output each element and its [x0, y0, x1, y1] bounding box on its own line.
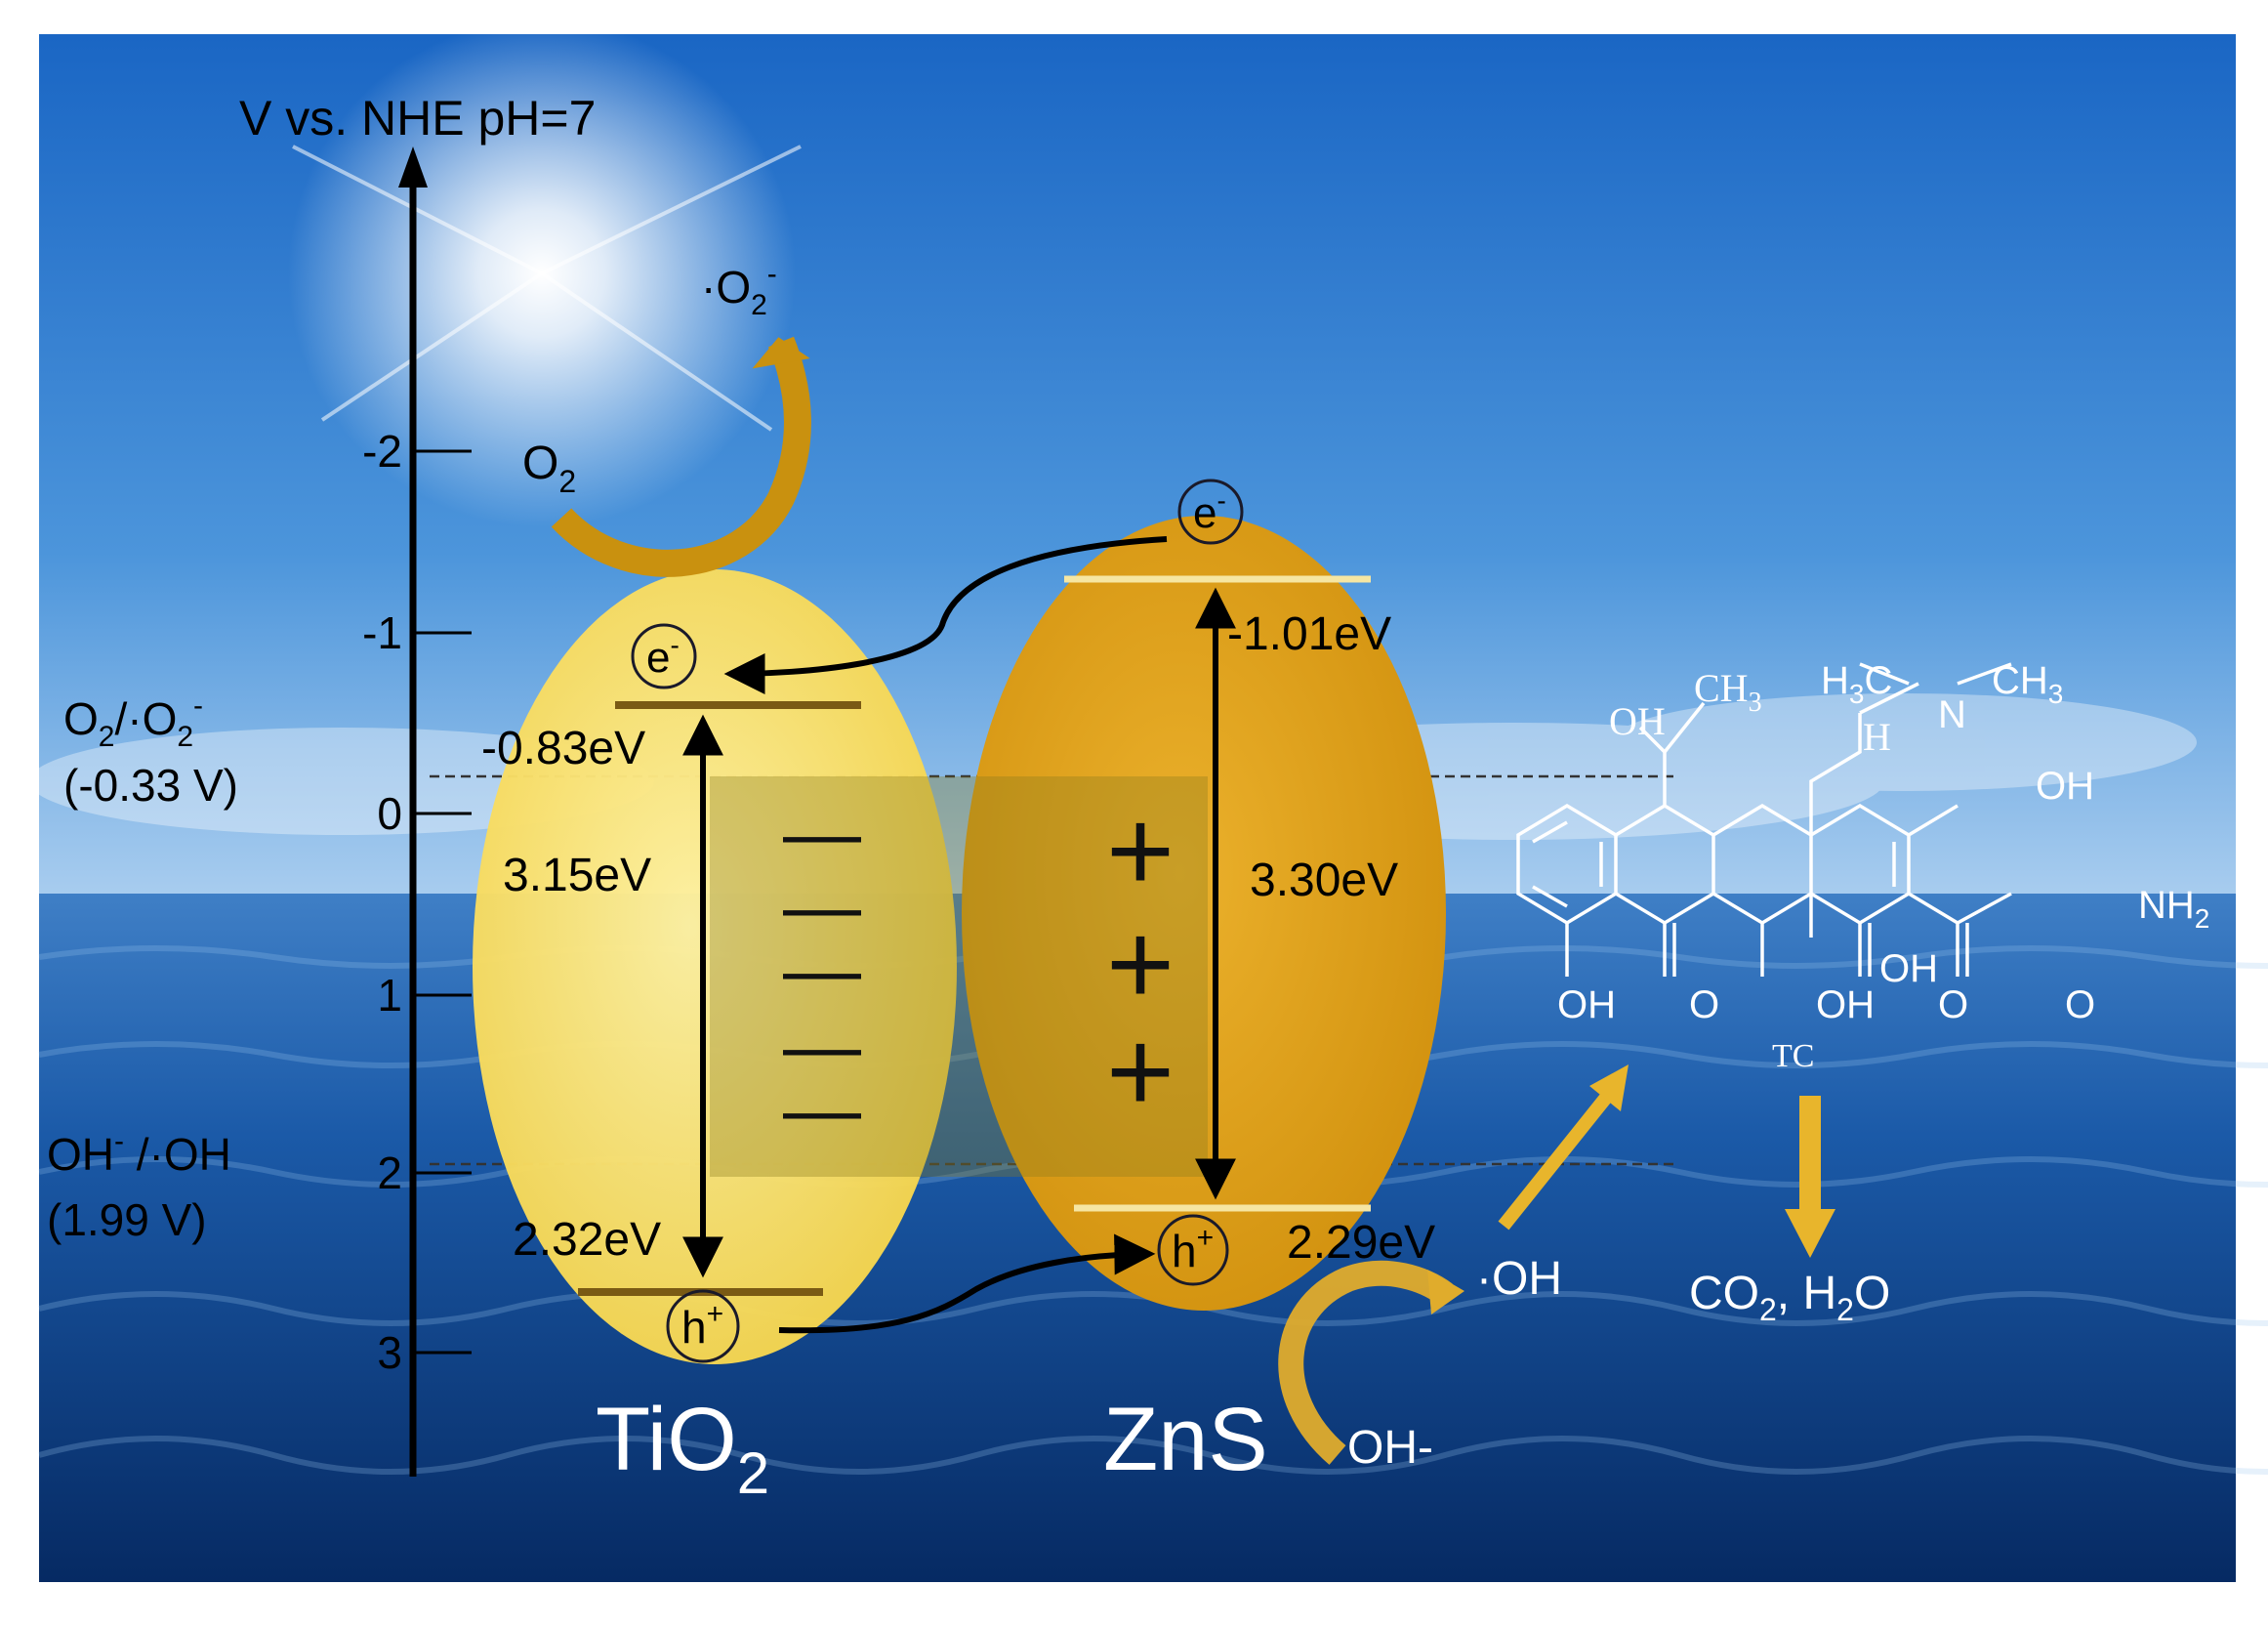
sun-rays — [292, 145, 802, 432]
junction-region — [710, 776, 1208, 1177]
zns-gap-value: 3.30eV — [1250, 855, 1398, 906]
tick-label: -1 — [362, 607, 402, 658]
zns-electron-circle — [1177, 479, 1244, 545]
tc-nh2: NH2 — [2138, 884, 2209, 934]
o2-reduction-arrow — [551, 336, 811, 577]
ref-oh-label: OH- /·OH — [47, 1125, 231, 1180]
degradation-products: CO2, H2O — [1689, 1268, 1890, 1327]
tc-oh-top: OH — [1609, 699, 1666, 743]
tetracycline-structure — [1516, 662, 2012, 977]
tick-label: 0 — [377, 788, 402, 839]
negative-charge: — — [783, 1065, 861, 1152]
ref-oh-value: (1.99 V) — [47, 1194, 207, 1245]
positive-charge: + — [1106, 898, 1175, 1029]
tc-oh-right: OH — [2036, 765, 2094, 808]
tick-label: 2 — [377, 1147, 402, 1198]
tio2-vb-value: 2.32eV — [513, 1214, 661, 1266]
tc-nitrogen: N — [1938, 693, 1966, 736]
tc-oh-bottom-1: OH — [1557, 983, 1616, 1026]
tc-o-bottom-3: O — [2065, 983, 2095, 1026]
superoxide-product: ·O2- — [701, 258, 777, 321]
tio2-electron: e- — [646, 630, 680, 682]
axis-title: V vs. NHE pH=7 — [239, 91, 596, 146]
tio2-hole-circle — [666, 1289, 740, 1363]
negative-charge: — — [783, 926, 861, 1013]
oh-arrowhead — [1427, 1270, 1464, 1314]
tc-h-mid: H — [1863, 715, 1891, 759]
tc-o-bottom-1: O — [1689, 983, 1719, 1026]
tc-ch3-top: CH3 — [1694, 666, 1762, 718]
tc-label: TC — [1772, 1038, 1814, 1074]
tc-ch3-right: CH3 — [1992, 659, 2063, 709]
tio2-cb-value: -0.83eV — [481, 723, 645, 774]
o2-arrowhead — [752, 337, 810, 369]
tick-label: -2 — [362, 426, 402, 477]
tick-label: 3 — [377, 1327, 402, 1378]
ref-o2-label: O2/·O2- — [63, 689, 203, 753]
tio2-name: TiO2 — [596, 1390, 769, 1506]
negative-charge: — — [783, 862, 861, 949]
hydroxyl-radical: ·OH — [1476, 1253, 1562, 1305]
ref-o2-value: (-0.33 V) — [63, 760, 238, 811]
tc-oh-bottom-3: OH — [1879, 947, 1938, 990]
tc-o-bottom-2: O — [1938, 983, 1968, 1026]
oh-oxidation-arrow — [1278, 1260, 1453, 1465]
zns-cb-value: -1.01eV — [1227, 608, 1391, 660]
o2-reactant: O2 — [522, 438, 576, 499]
tio2-electron-circle — [631, 623, 697, 689]
zns-name: ZnS — [1103, 1390, 1268, 1489]
degradation-arrowhead — [1785, 1209, 1835, 1258]
hole-transfer-arrow — [778, 1233, 1156, 1334]
positive-charge: + — [1106, 1006, 1175, 1137]
negative-charge: — — [783, 789, 861, 876]
zns-hole-circle — [1157, 1214, 1229, 1286]
tc-h3c: H3C — [1821, 659, 1892, 709]
tio2-gap-value: 3.15eV — [503, 850, 651, 901]
positive-charge: + — [1106, 785, 1175, 916]
axis-arrowhead — [398, 146, 428, 188]
radical-attack-arrowhead — [1589, 1064, 1629, 1111]
electron-transfer-arrow — [723, 536, 1168, 694]
zns-hole: h+ — [1172, 1222, 1214, 1276]
radical-attack-arrow — [1498, 1089, 1615, 1231]
tick-marks — [413, 449, 472, 1355]
zns-electron: e- — [1193, 485, 1226, 537]
degradation-arrow-shaft — [1799, 1096, 1821, 1213]
zns-vb-value: 2.29eV — [1287, 1217, 1435, 1269]
hydroxide-reactant: OH- — [1347, 1422, 1433, 1474]
tick-label: 1 — [377, 970, 402, 1021]
negative-charge: — — [783, 1002, 861, 1089]
tio2-hole: h+ — [681, 1298, 723, 1353]
tc-oh-bottom-2: OH — [1816, 983, 1875, 1026]
